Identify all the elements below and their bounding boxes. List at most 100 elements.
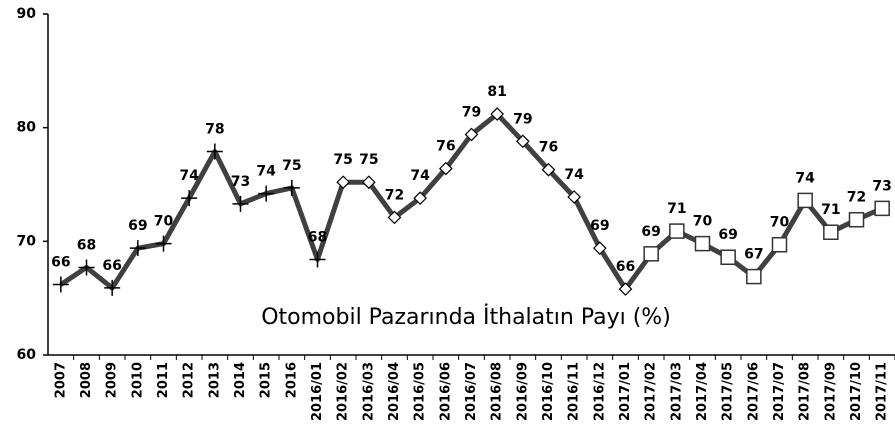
y-tick-label: 90 xyxy=(17,6,37,22)
x-tick-label: 2017/02 xyxy=(644,362,659,421)
marker xyxy=(490,107,505,121)
value-label: 66 xyxy=(102,258,121,274)
x-tick-label: 2016/08 xyxy=(490,362,505,421)
x-tick-label: 2009 xyxy=(105,362,120,398)
x-tick-label: 2016/12 xyxy=(592,362,607,421)
value-label: 79 xyxy=(513,111,532,127)
value-label: 78 xyxy=(205,122,224,138)
value-label: 75 xyxy=(333,152,352,168)
x-tick-label: 2014 xyxy=(233,362,248,398)
marker xyxy=(720,249,736,265)
marker xyxy=(181,190,198,207)
y-tick-label: 70 xyxy=(17,233,37,249)
value-label: 66 xyxy=(616,259,635,275)
marker xyxy=(797,192,813,209)
marker xyxy=(309,251,326,268)
x-tick-label: 2017/03 xyxy=(669,362,684,421)
x-tick-label: 2017/05 xyxy=(721,362,736,421)
value-label: 74 xyxy=(795,170,815,186)
value-label: 69 xyxy=(718,227,737,243)
value-label: 71 xyxy=(821,202,840,218)
x-tick-label: 2017/07 xyxy=(772,362,787,421)
marker xyxy=(592,241,607,256)
value-label: 76 xyxy=(436,139,455,155)
marker xyxy=(336,175,351,190)
x-tick-label: 2013 xyxy=(207,362,222,398)
x-tick-label: 2017/04 xyxy=(695,362,710,421)
marker xyxy=(567,190,582,204)
y-tick-label: 60 xyxy=(17,347,37,363)
x-tick-label: 2016/06 xyxy=(438,362,453,421)
value-label: 74 xyxy=(256,164,276,180)
x-tick-label: 2016/07 xyxy=(464,362,479,421)
x-tick-label: 2016/11 xyxy=(567,362,582,421)
value-label: 73 xyxy=(872,178,891,194)
value-label: 73 xyxy=(231,174,250,190)
marker xyxy=(618,282,633,296)
x-tick-label: 2017/08 xyxy=(798,362,813,421)
marker xyxy=(232,195,249,212)
value-label: 72 xyxy=(385,187,404,203)
x-tick-label: 2017/06 xyxy=(746,362,761,421)
value-label: 75 xyxy=(282,158,301,174)
marker xyxy=(848,211,865,228)
marker xyxy=(206,143,223,160)
x-tick-label: 2016/09 xyxy=(515,362,530,421)
x-tick-label: 2017/09 xyxy=(823,362,838,421)
x-tick-label: 2007 xyxy=(53,362,68,398)
x-tick-label: 2016/03 xyxy=(361,362,376,421)
marker xyxy=(823,224,839,240)
x-tick-label: 2016/01 xyxy=(310,362,325,421)
value-label: 79 xyxy=(462,104,481,120)
x-tick-label: 2012 xyxy=(182,362,197,398)
value-label: 69 xyxy=(128,218,147,234)
value-label: 76 xyxy=(539,140,558,156)
marker xyxy=(361,175,376,190)
marker xyxy=(52,276,69,293)
marker xyxy=(541,162,556,177)
value-label: 68 xyxy=(308,230,327,246)
value-label: 70 xyxy=(154,214,174,230)
marker xyxy=(643,246,659,262)
annotation: Otomobil Pazarında İthalatın Payı (%) xyxy=(261,304,671,330)
value-label: 67 xyxy=(744,247,763,263)
x-tick-label: 2011 xyxy=(156,362,171,398)
value-label: 69 xyxy=(590,218,609,234)
value-label: 72 xyxy=(847,190,866,206)
x-tick-label: 2008 xyxy=(79,362,94,398)
marker xyxy=(771,236,788,253)
y-tick-label: 80 xyxy=(17,120,37,136)
marker xyxy=(78,259,95,276)
x-tick-label: 2017/10 xyxy=(849,362,864,421)
marker xyxy=(874,200,890,217)
x-tick-label: 2016/10 xyxy=(541,362,556,421)
x-tick-label: 2016/02 xyxy=(336,362,351,421)
marker xyxy=(413,191,428,205)
marker xyxy=(669,223,685,239)
x-tick-label: 2016 xyxy=(284,362,299,398)
marker xyxy=(283,179,300,196)
marker xyxy=(694,235,711,252)
x-tick-label: 2017/11 xyxy=(875,362,890,421)
marker xyxy=(746,268,762,285)
x-tick-label: 2015 xyxy=(259,362,274,398)
value-label: 74 xyxy=(179,168,199,184)
value-label: 70 xyxy=(693,214,713,230)
marker xyxy=(438,161,453,176)
marker xyxy=(129,240,146,257)
marker xyxy=(155,235,172,252)
value-label: 74 xyxy=(564,167,584,183)
value-label: 75 xyxy=(359,152,378,168)
value-label: 66 xyxy=(51,255,70,271)
marker xyxy=(104,279,121,296)
x-tick-label: 2010 xyxy=(130,362,145,398)
marker xyxy=(258,185,275,202)
value-label: 68 xyxy=(77,237,96,253)
marker xyxy=(464,127,479,142)
value-label: 70 xyxy=(770,215,790,231)
value-label: 74 xyxy=(410,168,430,184)
marker xyxy=(515,134,530,149)
x-tick-label: 2017/01 xyxy=(618,362,633,421)
value-label: 81 xyxy=(487,84,506,100)
